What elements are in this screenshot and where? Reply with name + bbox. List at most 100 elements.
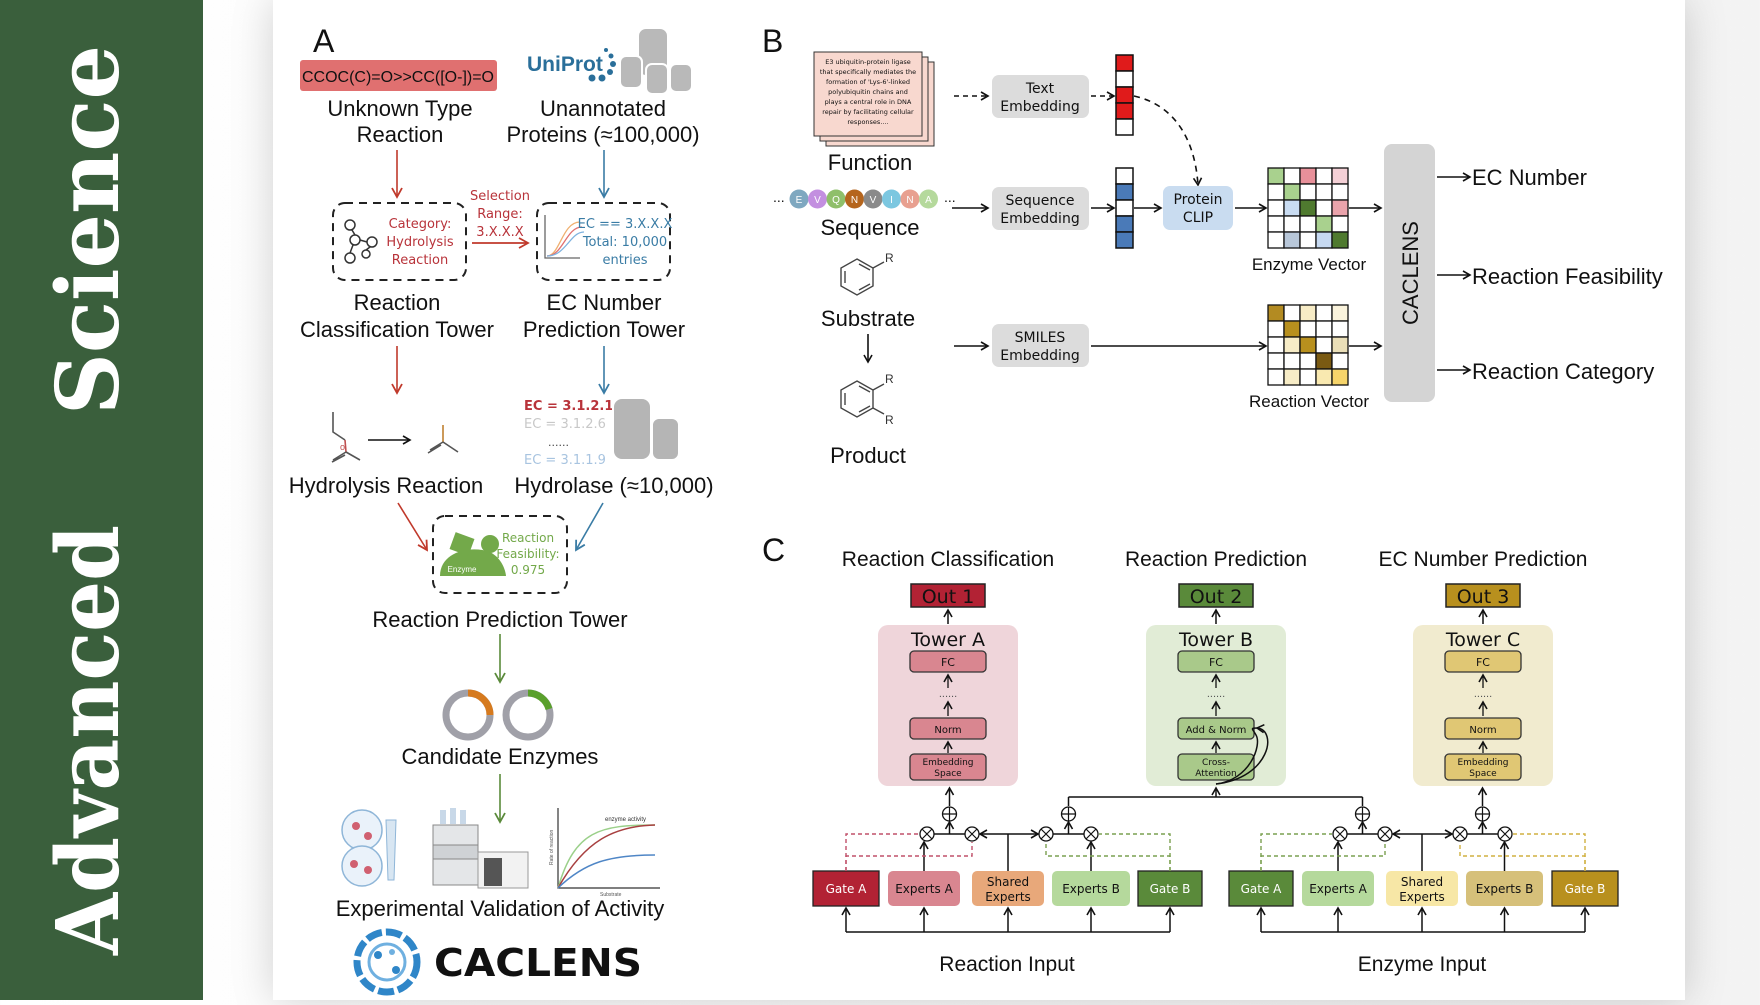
feasibility-line1: Reaction [502,531,554,545]
microtube-cell-icon [341,809,397,887]
matrix-cell [1283,183,1301,201]
task-title: EC Number Prediction [1379,548,1588,571]
matrix-cell [1267,352,1285,370]
matrix-cell [1315,215,1333,233]
mid-layer-box [1444,717,1522,740]
module-box-experts-b [1052,871,1130,906]
ec-box-line2: Total: 10,000 [582,235,667,250]
output-box [1178,583,1254,608]
selection-range-line2: Range: [477,207,523,222]
protein-clip-line2: CLIP [1183,210,1213,226]
sequence-bead [919,189,938,209]
matrix-cell [1315,199,1333,217]
add-icon-glyph [1475,807,1490,821]
classification-tower-line1: Reaction [354,290,441,315]
fc-box [1177,650,1255,673]
text-to-clip-dashed-arrow [1133,95,1203,187]
ellipsis-dots: ...... [939,688,957,700]
matrix-cell [1299,199,1317,217]
ester-molecule-icon: o [331,412,361,463]
caclens-logo-text: CACLENS [434,941,642,985]
smiles-box [300,60,497,91]
matrix-cell [1331,320,1349,338]
tower-label: Tower B [1178,629,1253,651]
add-icon-glyph [1355,807,1370,821]
sequence-label: Sequence [820,215,919,240]
protein-clip-box [1163,186,1233,230]
journal-banner: Advanced Science [0,0,203,1000]
module-box-gate-b [1551,870,1619,907]
output-reaction-feasibility: Reaction Feasibility [1472,264,1663,289]
matrix-cell [1331,183,1349,201]
module-box-gate-a [1228,870,1294,907]
arrow-diag-red [397,502,428,552]
bottom-layer-label-1: Embedding [1457,758,1508,768]
fc-label: FC [1476,656,1490,669]
enzyme-vector-matrix [1267,167,1349,249]
matrix-cell [1331,304,1349,322]
experimental-validation-label: Experimental Validation of Activity [336,896,665,921]
reaction-vector-label: Reaction Vector [1249,392,1369,411]
mid-layer-box [909,717,987,740]
function-text-line: plays a central role in DNA [825,98,912,106]
text-embedding-line2: Embedding [1000,99,1079,115]
matrix-cell [1267,304,1285,322]
tower-c: EC Number Prediction Out 3 Tower C FC......… [1379,548,1588,786]
selection-range-line1: Selection [470,189,530,204]
svg-text:o: o [340,442,345,452]
ec-dashed-box [536,202,671,281]
tower-a: Reaction Classification Out 1 Tower A FC...… [842,548,1054,786]
database-icon [619,27,693,95]
sequence-bead-letter: N [906,195,913,206]
classification-dashed-box [332,202,467,281]
sequence-bead [845,189,864,209]
text-embedding-line1: Text [1025,81,1055,97]
output-ec-number: EC Number [1472,165,1587,190]
product-r-group-2: R [885,413,894,427]
candidate-enzyme-plasmid-icons [442,689,554,741]
matrix-cell [1283,336,1301,354]
multiply-icon-glyph [966,828,978,840]
function-label: Function [828,150,912,175]
vector-cell [1115,86,1134,104]
ec-list-item-3: EC = 3.1.1.9 [524,453,606,468]
gate-dashed-connector [845,833,919,871]
product-label: Product [830,443,906,468]
multiply-icon-glyph [1334,828,1346,840]
vector-cell [1115,199,1134,217]
smiles-embedding-box [992,324,1089,367]
hydrolase-label: Hydrolase (≈10,000) [514,473,713,498]
tower-label: Tower C [1445,629,1520,651]
mid-layer-label: Norm [1469,725,1496,736]
sequence-bead [808,189,827,209]
prediction-tower-label: Reaction Prediction Tower [372,607,627,632]
bottom-layer-label-2: Space [1469,769,1497,779]
vector-cell [1115,231,1134,249]
sequence-bead-letter: V [870,195,877,206]
ellipsis-dots: ...... [1207,688,1225,700]
sequence-embedding-box [992,187,1089,230]
matrix-cell [1299,215,1317,233]
molecule-icon [344,219,378,264]
ec-list-item-2: EC = 3.1.2.6 [524,417,606,432]
sequence-ellipsis-right: ... [944,189,956,205]
caclens-logo: CACLENS [353,928,642,996]
matrix-cell [1315,336,1333,354]
matrix-cell [1315,167,1333,185]
vector-cell [1115,183,1134,201]
matrix-cell [1283,231,1301,249]
output-label: Out 3 [1457,586,1510,608]
module-label: Gate A [1241,882,1283,896]
module-label-line2: Experts [1399,890,1445,904]
sequence-bead [789,189,809,209]
module-label: Gate A [826,882,868,896]
task-title: Reaction Classification [842,548,1054,571]
vector-cell [1115,102,1134,120]
module-box-experts-b [1466,871,1543,906]
uniprot-logo-text: UniProt [527,53,603,76]
category-line3: Reaction [392,253,448,268]
selection-range-line3: 3.X.X.X [476,225,523,240]
enzyme-activity-plot-icon: enzyme activity Rate of reaction Substra… [549,808,660,898]
